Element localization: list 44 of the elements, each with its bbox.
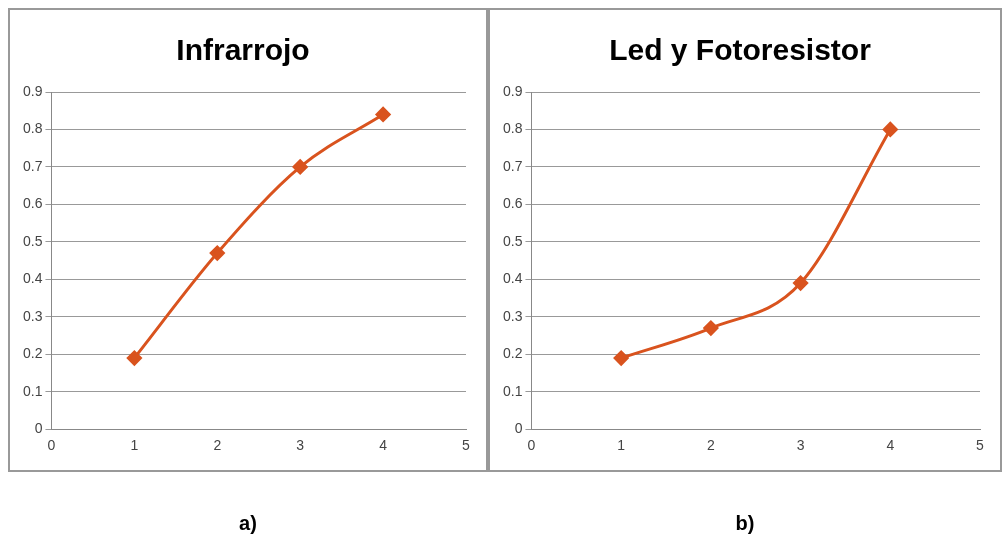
- y-tick-label: 0.2: [502, 345, 523, 362]
- x-tick-label: 5: [462, 437, 471, 454]
- point: [126, 350, 142, 366]
- x-tick-label: 2: [706, 437, 715, 454]
- y-tick-label: 0.3: [502, 307, 523, 324]
- x-tick-label: 4: [379, 437, 388, 454]
- y-tick-label: 0.1: [22, 382, 43, 399]
- y-tick-label: 0.7: [502, 157, 523, 174]
- x-tick-label: 2: [213, 437, 222, 454]
- x-tick-label: 0: [47, 437, 56, 454]
- y-tick-label: 0.9: [502, 82, 523, 99]
- text: a): [239, 512, 257, 535]
- x-tick-label: 0: [527, 437, 536, 454]
- point: [209, 245, 225, 261]
- y-tick-label: 0: [34, 420, 43, 437]
- y-tick-label: 0: [514, 420, 523, 437]
- x-tick-label: 3: [296, 437, 305, 454]
- y-tick-label: 0.5: [502, 232, 523, 249]
- point: [613, 350, 629, 366]
- point: [375, 106, 391, 122]
- point: [793, 275, 809, 291]
- y-tick-label: 0.8: [502, 120, 523, 137]
- y-tick-label: 0.2: [22, 345, 43, 362]
- x-tick-label: 1: [617, 437, 626, 454]
- y-tick-label: 0.3: [22, 307, 43, 324]
- y-tick-label: 0.7: [22, 157, 43, 174]
- y-tick-label: 0.6: [502, 195, 523, 212]
- x-tick-label: 3: [796, 437, 805, 454]
- point: [703, 320, 719, 336]
- text: b): [735, 512, 755, 535]
- y-tick-label: 0.9: [22, 82, 43, 99]
- y-tick-label: 0.1: [502, 382, 523, 399]
- y-tick-label: 0.6: [22, 195, 43, 212]
- point: [882, 121, 898, 137]
- y-tick-label: 0.5: [22, 232, 43, 249]
- y-tick-label: 0.4: [22, 270, 43, 287]
- chart-title: Infrarrojo: [176, 33, 310, 67]
- point: [292, 159, 308, 175]
- y-tick-label: 0.4: [502, 270, 523, 287]
- x-tick-label: 1: [130, 437, 139, 454]
- chart-title: Led y Fotoresistor: [609, 33, 872, 67]
- x-tick-label: 4: [886, 437, 895, 454]
- y-tick-label: 0.8: [22, 120, 43, 137]
- x-tick-label: 5: [976, 437, 985, 454]
